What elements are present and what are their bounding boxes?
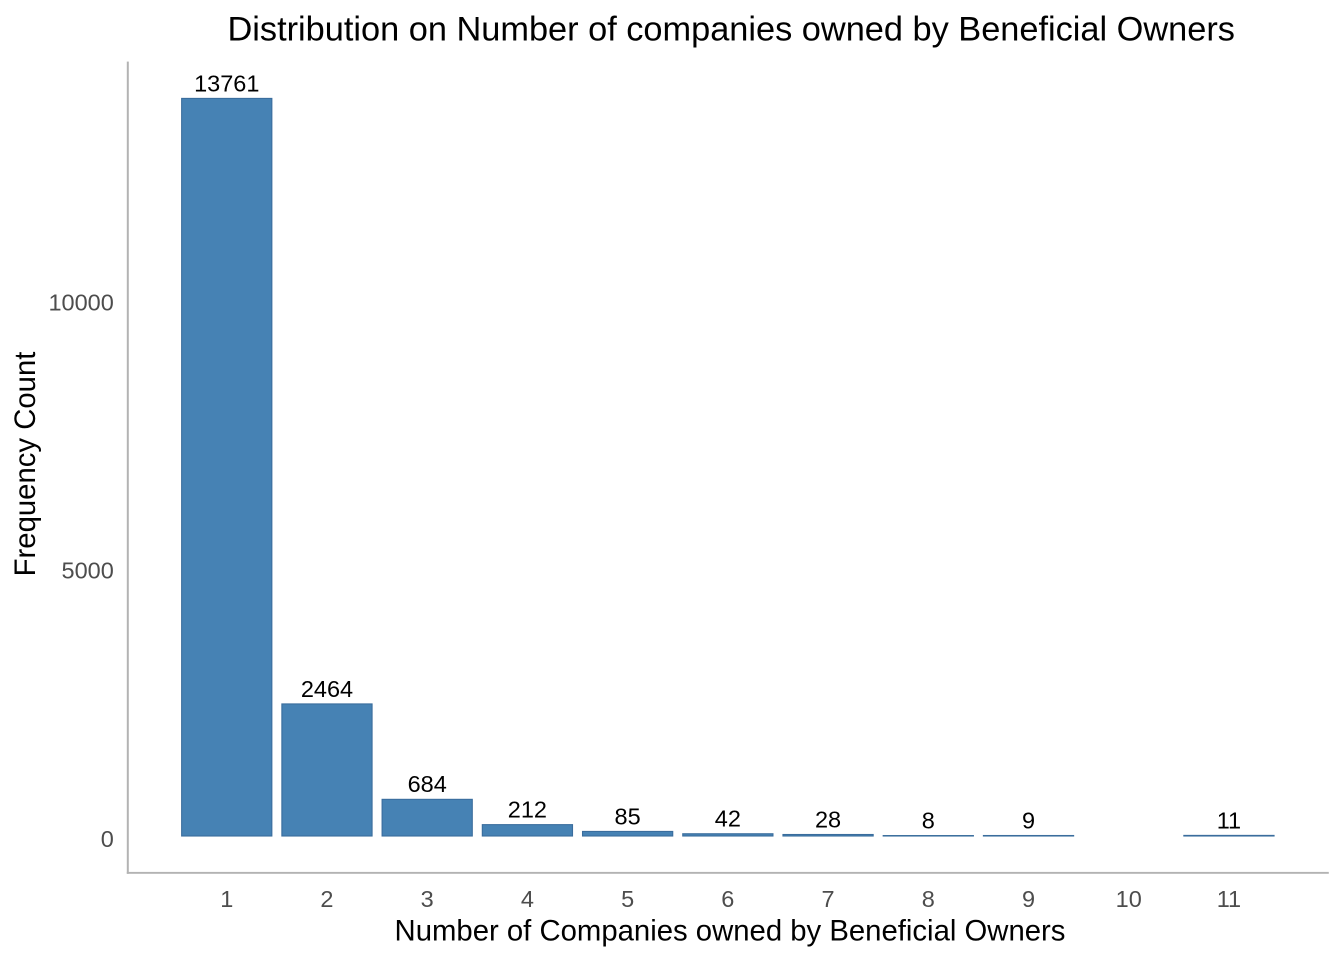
svg-text:5: 5 bbox=[621, 886, 634, 912]
svg-text:Distribution on Number of comp: Distribution on Number of companies owne… bbox=[228, 11, 1235, 49]
svg-text:212: 212 bbox=[508, 797, 547, 823]
svg-text:10: 10 bbox=[1116, 886, 1142, 912]
svg-text:8: 8 bbox=[922, 886, 935, 912]
svg-text:684: 684 bbox=[408, 771, 447, 797]
svg-text:85: 85 bbox=[615, 803, 641, 829]
svg-text:0: 0 bbox=[101, 826, 114, 852]
svg-text:8: 8 bbox=[922, 808, 935, 834]
svg-text:13761: 13761 bbox=[194, 70, 259, 96]
svg-text:7: 7 bbox=[822, 886, 835, 912]
svg-text:2464: 2464 bbox=[301, 676, 353, 702]
svg-text:Number of Companies owned by B: Number of Companies owned by Beneficial … bbox=[395, 914, 1066, 947]
svg-text:11: 11 bbox=[1217, 807, 1241, 833]
svg-text:5000: 5000 bbox=[62, 558, 114, 584]
svg-text:1: 1 bbox=[220, 886, 233, 912]
svg-text:28: 28 bbox=[815, 806, 841, 832]
svg-text:3: 3 bbox=[421, 886, 434, 912]
svg-text:9: 9 bbox=[1022, 886, 1035, 912]
svg-text:9: 9 bbox=[1022, 807, 1035, 833]
svg-text:11: 11 bbox=[1217, 886, 1241, 912]
svg-text:6: 6 bbox=[721, 886, 734, 912]
svg-text:42: 42 bbox=[715, 806, 741, 832]
svg-text:4: 4 bbox=[521, 886, 534, 912]
svg-text:10000: 10000 bbox=[48, 290, 113, 316]
svg-text:Frequency Count: Frequency Count bbox=[9, 352, 42, 577]
svg-text:2: 2 bbox=[320, 886, 333, 912]
